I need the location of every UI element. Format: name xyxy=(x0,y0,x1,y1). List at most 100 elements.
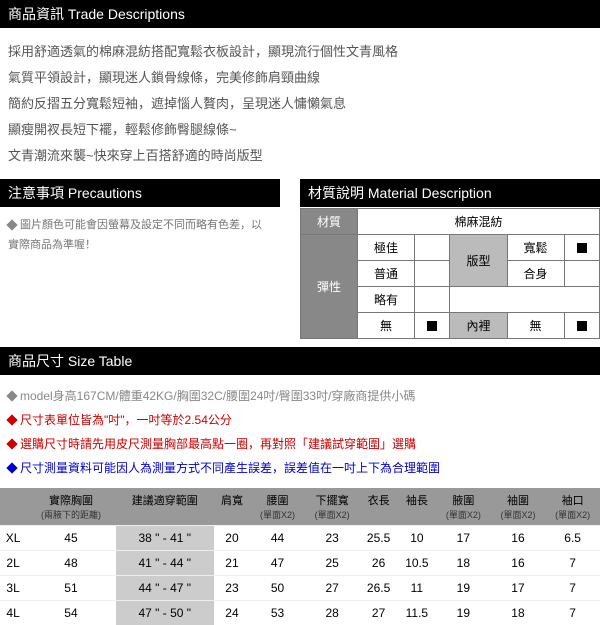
trade-line: 文青潮流來襲~快來穿上百搭舒適的時尚版型 xyxy=(8,143,592,169)
size-table: 實際胸圍(兩腋下的距離) 建議適穿範圍 肩寬 腰圍(單面X2) 下擺寬(單面X2… xyxy=(0,488,600,625)
table-row: XL4538 " - 41 "20442325.51017166.5 xyxy=(0,526,600,551)
col-header: 腰圍(單面X2) xyxy=(250,488,305,526)
diamond-icon xyxy=(6,414,17,425)
table-cell: 4L xyxy=(0,601,26,625)
elastic-opt: 普通 xyxy=(358,261,415,287)
two-column-row: 注意事項 Precautions 圖片顏色可能會因螢幕及設定不同而略有色差，以實… xyxy=(0,179,600,339)
col-header: 袖長 xyxy=(398,488,436,526)
elastic-opt: 略有 xyxy=(358,287,415,313)
table-cell: 51 xyxy=(26,576,116,601)
diamond-icon xyxy=(6,390,17,401)
size-note-text: 選購尺寸時請先用皮尺測量胸部最高點一圈，再對照「建議試穿範圍」選購 xyxy=(20,432,416,456)
diamond-icon xyxy=(6,219,17,230)
precautions-body: 圖片顏色可能會因螢幕及設定不同而略有色差，以實際商品為準喔！ xyxy=(0,208,280,264)
table-cell: 19 xyxy=(436,576,491,601)
table-cell: 7 xyxy=(545,551,600,576)
precautions-col: 注意事項 Precautions 圖片顏色可能會因螢幕及設定不同而略有色差，以實… xyxy=(0,179,280,339)
material-col: 材質說明 Material Description 材質 棉麻混紡 彈性 極佳 … xyxy=(300,179,600,339)
table-cell: XL xyxy=(0,526,26,551)
size-note-row: 尺寸測量資料可能因人為測量方式不同產生誤差，誤差值在一吋上下為合理範圍 xyxy=(8,456,592,480)
col-header: 建議適穿範圍 xyxy=(116,488,214,526)
table-cell: 11.5 xyxy=(398,601,436,625)
diamond-icon xyxy=(6,462,17,473)
fit-opt: 合身 xyxy=(507,261,564,287)
table-row: 3L5144 " - 47 "23502726.51119177 xyxy=(0,576,600,601)
size-note-text: 尺寸表單位皆為"吋"，一吋等於2.54公分 xyxy=(20,408,232,432)
size-notes: model身高167CM/體重42KG/胸圍32C/腰圍24吋/臀圍33吋/穿廠… xyxy=(0,376,600,488)
size-note-text: 尺寸測量資料可能因人為測量方式不同產生誤差，誤差值在一吋上下為合理範圍 xyxy=(20,456,440,480)
table-cell: 25 xyxy=(305,551,360,576)
table-row: 2L4841 " - 44 "2147252610.518167 xyxy=(0,551,600,576)
fit-label: 版型 xyxy=(450,235,507,287)
table-cell: 25.5 xyxy=(359,526,397,551)
material-table: 材質 棉麻混紡 彈性 極佳 版型 寬鬆 普通 合身 略有 xyxy=(300,208,600,339)
table-cell: 44 " - 47 " xyxy=(116,576,214,601)
precaution-line: 圖片顏色可能會因螢幕及設定不同而略有色差，以實際商品為準喔！ xyxy=(8,219,262,251)
col-header: 實際胸圍(兩腋下的距離) xyxy=(26,488,116,526)
trade-line: 簡約反摺五分寬鬆短袖，遮掉惱人贅肉，呈現迷人慵懶氣息 xyxy=(8,91,592,117)
table-cell: 17 xyxy=(436,526,491,551)
material-header: 材質說明 Material Description xyxy=(300,179,600,208)
table-cell: 3L xyxy=(0,576,26,601)
size-table-header-row: 實際胸圍(兩腋下的距離) 建議適穿範圍 肩寬 腰圍(單面X2) 下擺寬(單面X2… xyxy=(0,488,600,526)
table-cell: 11 xyxy=(398,576,436,601)
table-cell: 50 xyxy=(250,576,305,601)
table-cell: 26.5 xyxy=(359,576,397,601)
table-cell: 45 xyxy=(26,526,116,551)
table-cell: 41 " - 44 " xyxy=(116,551,214,576)
trade-line: 採用舒適透氣的棉麻混紡搭配寬鬆衣板設計，顯現流行個性文青風格 xyxy=(8,39,592,65)
table-cell: 53 xyxy=(250,601,305,625)
elastic-opt: 極佳 xyxy=(358,235,415,261)
material-label: 材質 xyxy=(301,209,358,235)
table-cell: 7 xyxy=(545,601,600,625)
col-header: 袖口(單面X2) xyxy=(545,488,600,526)
table-cell: 10.5 xyxy=(398,551,436,576)
size-note-row: 尺寸表單位皆為"吋"，一吋等於2.54公分 xyxy=(8,408,592,432)
col-header: 下擺寬(單面X2) xyxy=(305,488,360,526)
size-note-row: model身高167CM/體重42KG/胸圍32C/腰圍24吋/臀圍33吋/穿廠… xyxy=(8,384,592,408)
table-cell: 47 xyxy=(250,551,305,576)
table-cell: 44 xyxy=(250,526,305,551)
table-cell: 48 xyxy=(26,551,116,576)
lining-opt: 無 xyxy=(507,313,564,339)
diamond-icon xyxy=(6,438,17,449)
elastic-opt: 無 xyxy=(358,313,415,339)
table-cell: 21 xyxy=(214,551,250,576)
elastic-label: 彈性 xyxy=(301,235,358,339)
table-cell: 6.5 xyxy=(545,526,600,551)
fit-mark xyxy=(564,235,599,261)
table-cell: 26 xyxy=(359,551,397,576)
fit-opt: 寬鬆 xyxy=(507,235,564,261)
table-cell: 17 xyxy=(491,576,546,601)
table-cell: 18 xyxy=(491,601,546,625)
table-cell: 18 xyxy=(436,551,491,576)
table-cell: 38 " - 41 " xyxy=(116,526,214,551)
table-cell: 27 xyxy=(305,576,360,601)
material-value: 棉麻混紡 xyxy=(358,209,600,235)
table-cell: 16 xyxy=(491,551,546,576)
size-note-text: model身高167CM/體重42KG/胸圍32C/腰圍24吋/臀圍33吋/穿廠… xyxy=(20,384,415,408)
trade-desc-body: 採用舒適透氣的棉麻混紡搭配寬鬆衣板設計，顯現流行個性文青風格 氣質平領設計，顯現… xyxy=(0,29,600,179)
size-table-header: 商品尺寸 Size Table xyxy=(0,347,600,376)
table-cell: 20 xyxy=(214,526,250,551)
col-header xyxy=(0,488,26,526)
lining-label: 內裡 xyxy=(450,313,507,339)
col-header: 衣長 xyxy=(359,488,397,526)
lining-mark xyxy=(564,313,599,339)
table-cell: 24 xyxy=(214,601,250,625)
size-note-row: 選購尺寸時請先用皮尺測量胸部最高點一圈，再對照「建議試穿範圍」選購 xyxy=(8,432,592,456)
col-header: 袖圍(單面X2) xyxy=(491,488,546,526)
table-cell: 28 xyxy=(305,601,360,625)
table-cell: 16 xyxy=(491,526,546,551)
table-cell: 19 xyxy=(436,601,491,625)
trade-line: 氣質平領設計，顯現迷人鎖骨線條，完美修飾肩頸曲線 xyxy=(8,65,592,91)
table-cell: 10 xyxy=(398,526,436,551)
trade-line: 顯瘦開衩長短下襬，輕鬆修飾臀腿線條~ xyxy=(8,117,592,143)
table-cell: 7 xyxy=(545,576,600,601)
table-row: 4L5447 " - 50 "2453282711.519187 xyxy=(0,601,600,625)
precautions-header: 注意事項 Precautions xyxy=(0,179,280,208)
table-cell: 23 xyxy=(305,526,360,551)
table-cell: 27 xyxy=(359,601,397,625)
elastic-mark xyxy=(415,313,450,339)
table-cell: 23 xyxy=(214,576,250,601)
